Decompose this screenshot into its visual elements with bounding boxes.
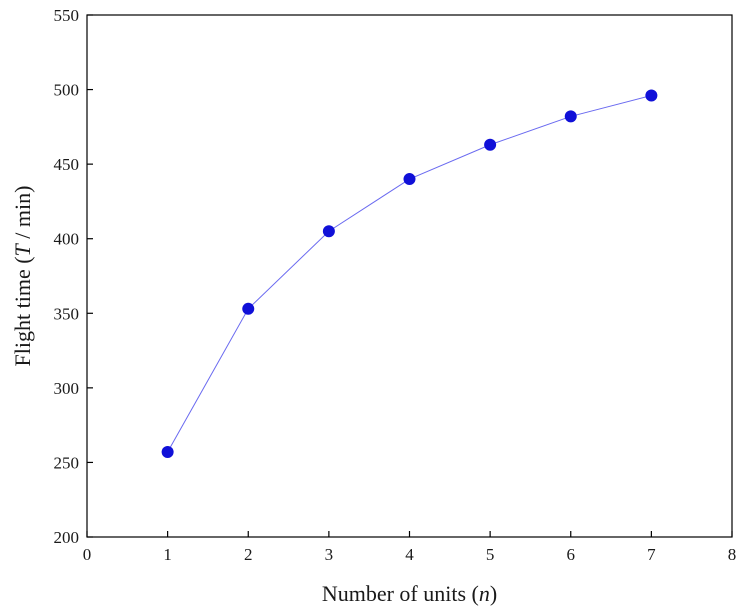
x-axis-title: Number of units (n) [322, 581, 497, 606]
y-axis-title-variable: T [10, 242, 35, 256]
x-axis-title-suffix: ) [490, 581, 497, 606]
y-tick-label: 500 [54, 81, 80, 100]
y-tick-label: 550 [54, 6, 80, 25]
data-point [242, 302, 255, 315]
y-tick-label: 350 [54, 304, 80, 323]
x-tick-label: 5 [486, 545, 495, 564]
x-tick-label: 7 [647, 545, 656, 564]
data-point [564, 110, 577, 123]
axes-frame [86, 14, 733, 538]
x-axis-tick-labels: 0 1 2 3 4 5 6 7 8 [83, 545, 736, 564]
series-line [167, 95, 652, 453]
plot-area: 0 1 2 3 4 5 6 7 8 200 250 300 350 400 450 500 550 [54, 6, 736, 564]
x-tick-label: 8 [728, 545, 736, 564]
y-tick-label: 450 [54, 155, 80, 174]
y-axis-ticks [87, 14, 93, 538]
y-axis-title-suffix: / min) [10, 186, 35, 245]
x-axis-ticks [86, 531, 733, 537]
data-point [161, 445, 174, 458]
x-tick-label: 6 [567, 545, 576, 564]
y-tick-label: 300 [54, 379, 80, 398]
x-tick-label: 3 [325, 545, 334, 564]
x-tick-label: 4 [405, 545, 414, 564]
data-point [322, 225, 335, 238]
x-tick-label: 1 [163, 545, 172, 564]
y-axis-title-prefix: Flight time ( [10, 256, 35, 366]
y-axis-title: Flight time (T / min) [10, 186, 35, 367]
data-point [484, 138, 497, 151]
data-point [403, 173, 416, 186]
y-tick-label: 400 [54, 230, 80, 249]
y-axis-tick-labels: 200 250 300 350 400 450 500 550 [54, 6, 80, 547]
data-point [645, 89, 658, 102]
series-points [161, 89, 658, 458]
x-tick-label: 2 [244, 545, 253, 564]
y-tick-label: 200 [54, 528, 80, 547]
y-tick-label: 250 [54, 453, 80, 472]
x-axis-title-variable: n [479, 581, 490, 606]
x-axis-title-prefix: Number of units ( [322, 581, 479, 606]
x-tick-label: 0 [83, 545, 92, 564]
